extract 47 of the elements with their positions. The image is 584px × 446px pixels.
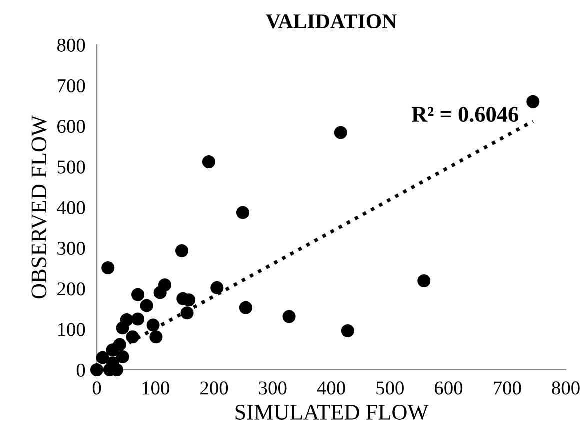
x-tick-label: 0 bbox=[92, 382, 102, 395]
chart-title: VALIDATION bbox=[266, 14, 397, 29]
point bbox=[158, 278, 172, 292]
y-axis-title: OBSERVED FLOW bbox=[32, 116, 47, 299]
point bbox=[210, 281, 224, 294]
x-tick-label: 300 bbox=[259, 382, 287, 395]
point bbox=[106, 344, 120, 357]
x-tick-label: 400 bbox=[317, 382, 346, 395]
point bbox=[102, 262, 115, 275]
point bbox=[146, 318, 160, 332]
point bbox=[96, 351, 110, 364]
point bbox=[140, 299, 154, 312]
point bbox=[202, 155, 216, 169]
point bbox=[180, 306, 194, 320]
point bbox=[341, 324, 354, 338]
annotation: R² = 0.6046 bbox=[412, 107, 518, 122]
x-axis-title: SIMULATED FLOW bbox=[236, 405, 429, 420]
y-tick-label: 100 bbox=[58, 323, 86, 336]
y-tick-label: 800 bbox=[57, 38, 86, 52]
y-tick-label: 700 bbox=[58, 79, 86, 93]
point bbox=[334, 126, 348, 140]
point bbox=[176, 244, 189, 258]
point bbox=[126, 330, 140, 344]
point bbox=[150, 330, 163, 344]
point bbox=[239, 301, 252, 314]
point bbox=[526, 95, 540, 108]
y-tick-label: 0 bbox=[76, 364, 86, 377]
x-tick-label: 800 bbox=[552, 382, 580, 395]
x-tick-label: 700 bbox=[494, 382, 522, 395]
y-tick-label: 200 bbox=[58, 282, 86, 296]
y-tick-label: 400 bbox=[57, 201, 86, 214]
point bbox=[116, 350, 130, 364]
x-tick-label: 200 bbox=[200, 382, 228, 395]
point bbox=[90, 363, 104, 377]
point bbox=[182, 294, 196, 307]
y-tick-label: 300 bbox=[58, 242, 86, 256]
point bbox=[418, 274, 431, 288]
point bbox=[282, 310, 296, 324]
point bbox=[132, 312, 145, 326]
x-tick-label: 600 bbox=[435, 382, 463, 395]
point bbox=[132, 288, 145, 302]
x-tick-label: 100 bbox=[142, 382, 170, 395]
point bbox=[116, 322, 130, 335]
y-tick-label: 600 bbox=[58, 120, 86, 134]
point bbox=[236, 206, 250, 220]
x-tick-label: 500 bbox=[376, 382, 404, 395]
y-tick-label: 500 bbox=[58, 160, 86, 174]
